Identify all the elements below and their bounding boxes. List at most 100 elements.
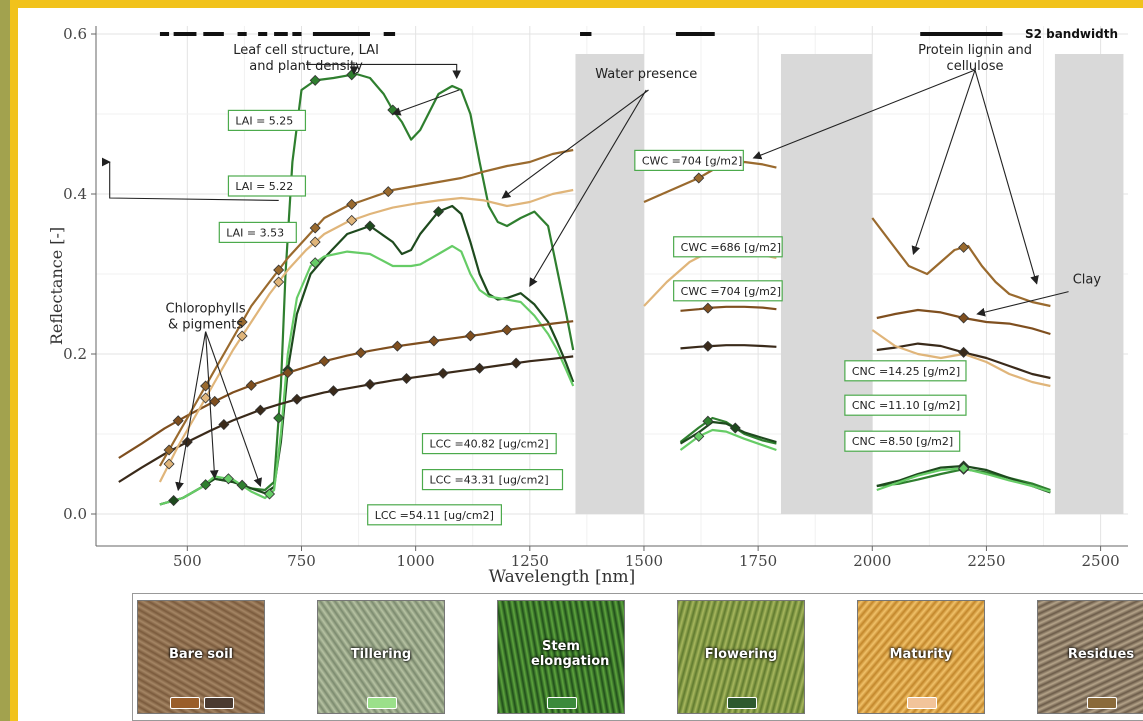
annotation-0: Leaf cell structure, LAI xyxy=(233,43,379,58)
marker-4-8 xyxy=(474,362,486,374)
marker-4-11 xyxy=(958,346,970,358)
arrow-4 xyxy=(529,89,647,287)
stage-swatch-4-0 xyxy=(907,697,937,709)
stage-label-2: Stem elongation xyxy=(531,639,610,669)
annotation-box-12 xyxy=(421,469,564,491)
arrow-9 xyxy=(976,291,1069,317)
annotation-box-7 xyxy=(218,221,297,243)
marker-6-5 xyxy=(346,214,358,226)
stage-label-3: Flowering xyxy=(704,647,778,662)
gold-border-left xyxy=(10,0,18,721)
growth-stage-strip: Bare soil Tillering Stem elongation Floweri… xyxy=(132,593,1143,721)
stage-swatch-1-0 xyxy=(367,697,397,709)
stage-photo-5: Residues xyxy=(1037,600,1143,714)
marker-5-6 xyxy=(382,186,394,198)
annotation-box-16 xyxy=(844,430,961,452)
marker-4-5 xyxy=(364,378,376,390)
marker-5-7 xyxy=(693,172,705,184)
figure-panel: S2 bandwidth 500 750 1000 1250 1500 1750 2000 22… xyxy=(18,8,1143,721)
annotation-7: LAI = 3.53 xyxy=(226,226,284,239)
annotation-3-line2: & pigments xyxy=(168,317,243,332)
marker-3-11 xyxy=(958,312,970,324)
y-tick-label-1: 0.2 xyxy=(63,345,87,363)
masked-band-0 xyxy=(575,54,644,514)
annotation-box-14 xyxy=(844,360,967,382)
arrow-10 xyxy=(175,331,207,492)
marker-1-2 xyxy=(364,220,376,232)
marker-3-5 xyxy=(355,347,367,359)
marker-4-1 xyxy=(218,419,230,431)
x-axis-label: Wavelength [nm] xyxy=(489,567,636,587)
marker-1-3 xyxy=(432,206,444,218)
marker-5-3 xyxy=(273,264,285,276)
marker-3-9 xyxy=(501,324,513,336)
marker-4-6 xyxy=(400,372,413,384)
annotation-12: LCC =43.31 [ug/cm2] xyxy=(429,474,548,487)
x-tick-label-750: 750 xyxy=(287,552,316,570)
annotation-box-6 xyxy=(227,175,307,197)
stage-label-0: Bare soil xyxy=(168,647,234,662)
annotation-box-10 xyxy=(673,280,783,302)
annotation-box-9 xyxy=(673,236,783,258)
annotation-14: CNC =14.25 [g/m2] xyxy=(852,365,960,378)
annotation-2-line2: cellulose xyxy=(947,59,1004,74)
annotation-box-13 xyxy=(367,504,502,526)
arrow-11 xyxy=(205,331,219,480)
annotation-8: CWC =704 [g/m2] xyxy=(642,154,742,167)
masked-band-2 xyxy=(1054,54,1124,514)
marker-3-2 xyxy=(245,379,257,391)
marker-2-2 xyxy=(309,257,321,269)
x-tick-label-2250: 2250 xyxy=(967,552,1005,570)
annotation-2: Protein lignin and xyxy=(918,43,1032,58)
marker-4-10 xyxy=(702,340,714,352)
stage-label-4: Maturity xyxy=(889,647,953,662)
x-tick-label-1500: 1500 xyxy=(625,552,663,570)
marker-6-2 xyxy=(236,330,248,342)
marker-0-6 xyxy=(702,415,714,427)
marker-0-0 xyxy=(200,479,212,491)
arrow-1 xyxy=(351,63,462,80)
stage-swatch-2-0 xyxy=(547,697,577,709)
arrow-5 xyxy=(105,160,279,201)
stage-photo-2: Stem elongation xyxy=(497,600,625,714)
annotation-box-8 xyxy=(634,149,744,171)
marker-5-1 xyxy=(200,380,212,392)
marker-4-4 xyxy=(327,385,339,397)
marker-2-1 xyxy=(264,488,276,500)
annotation-6: LAI = 5.22 xyxy=(235,180,293,193)
annotation-11: LCC =40.82 [ug/cm2] xyxy=(429,438,548,451)
arrow-6 xyxy=(752,69,976,160)
annotation-16: CNC =8.50 [g/m2] xyxy=(852,435,953,448)
stage-swatch-5-0 xyxy=(1087,697,1117,709)
arrow-8 xyxy=(974,69,1039,285)
s2-bandwidth-label: S2 bandwidth xyxy=(1025,27,1118,41)
marker-4-7 xyxy=(437,367,449,379)
marker-6-4 xyxy=(309,236,321,248)
marker-3-0 xyxy=(172,415,184,427)
x-tick-label-1250: 1250 xyxy=(511,552,549,570)
marker-5-8 xyxy=(958,241,970,253)
x-tick-label-1000: 1000 xyxy=(397,552,435,570)
annotation-13: LCC =54.11 [ug/cm2] xyxy=(375,509,494,522)
marker-0-2 xyxy=(273,412,285,424)
y-tick-label-3: 0.6 xyxy=(63,25,87,43)
marker-3-3 xyxy=(282,367,294,379)
marker-3-7 xyxy=(428,335,440,347)
annotation-1: Water presence xyxy=(595,67,697,82)
x-tick-label-500: 500 xyxy=(173,552,202,570)
arrow-3 xyxy=(501,89,649,199)
stage-photo-1: Tillering xyxy=(317,600,445,714)
marker-1-0 xyxy=(168,495,180,507)
y-axis-label: Reflectance [-] xyxy=(47,227,66,345)
annotation-10: CWC =704 [g/m2] xyxy=(681,285,781,298)
marker-2-3 xyxy=(693,430,705,442)
marker-0-1 xyxy=(236,479,248,491)
marker-4-9 xyxy=(510,357,522,369)
x-tick-label-1750: 1750 xyxy=(739,552,777,570)
marker-1-4 xyxy=(729,422,741,434)
marker-6-1 xyxy=(200,392,212,404)
marker-6-0 xyxy=(163,458,175,470)
marker-3-6 xyxy=(391,340,403,352)
arrow-2 xyxy=(391,89,460,116)
